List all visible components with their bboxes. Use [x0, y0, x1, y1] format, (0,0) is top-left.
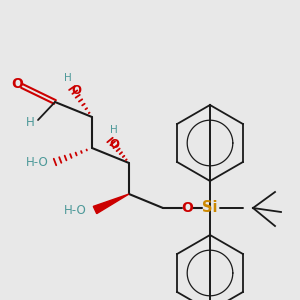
Text: O: O — [71, 83, 81, 97]
Text: O: O — [11, 77, 23, 91]
Polygon shape — [93, 194, 129, 214]
Text: O: O — [181, 201, 193, 215]
Text: H-O: H-O — [64, 203, 86, 217]
Text: H: H — [64, 73, 72, 83]
Text: H: H — [26, 116, 34, 130]
Text: O: O — [109, 137, 119, 151]
Text: Si: Si — [202, 200, 218, 215]
Text: H: H — [110, 125, 118, 135]
Text: H-O: H-O — [26, 155, 48, 169]
